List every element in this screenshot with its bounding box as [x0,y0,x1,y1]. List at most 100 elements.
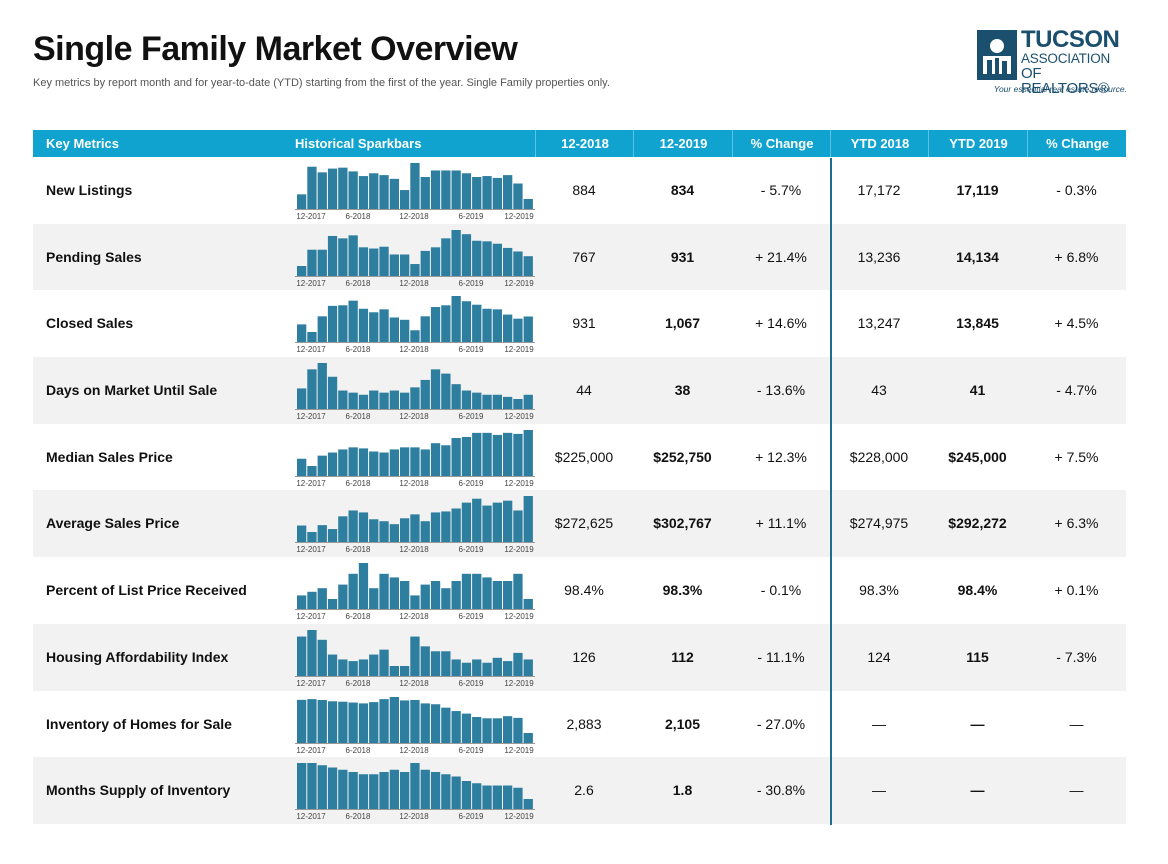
sparkbar [297,194,307,209]
col-header-key-metrics: Key Metrics [46,136,119,151]
cell-ytd-2018: — [872,782,886,799]
sparkbar [327,452,338,476]
sparkbar [410,447,420,476]
sparkbar [472,305,482,343]
col-header-12-2019: 12-2019 [633,130,733,157]
sparkbar [348,772,358,810]
sparkbar [358,176,369,209]
logo-tagline: Your essential real estate resource. [993,84,1127,94]
sparkbar-axis-label: 12-2017 [296,279,326,288]
cell-ytd-2019: 41 [969,382,986,399]
sparkbar [430,442,441,476]
sparkbar [297,324,307,343]
sparkbar [369,701,379,743]
cell-12-2018: 98.4% [564,582,604,599]
sparkbar [461,233,472,276]
sparkbar [441,305,451,343]
sparkbar [430,307,441,343]
sparkbar [441,238,451,276]
cell-ytd-2019: 115 [966,648,989,665]
sparkbar [503,501,513,543]
sparkbar [523,429,533,476]
metric-label: Median Sales Price [46,448,173,465]
sparkbar [503,314,513,343]
col-header-ytd-2018: YTD 2018 [830,130,929,157]
sparkbar [472,659,482,676]
cell-percent-change: - 13.6% [756,382,806,399]
sparkbar-axis-label: 12-2019 [504,746,534,755]
sparkbar [461,301,472,343]
sparkbar [451,437,461,476]
sparkbar-chart: 12-2017 6-2018 12-2018 6-2019 12-2019 [295,624,535,690]
sparkbar-axis-label: 12-2019 [504,612,534,621]
sparkbar [461,173,472,209]
sparkbar [369,519,379,543]
sparkbar [420,584,430,610]
cell-ytd-2018: — [872,715,886,732]
sparkbar [338,769,348,810]
sparkbar [369,451,379,476]
cell-ytd-percent-change: + 6.8% [1054,248,1099,265]
sparkbar [503,581,513,610]
sparkbar [461,573,472,610]
sparkbar [523,732,533,743]
sparkbar-axis-label: 12-2017 [296,479,326,488]
sparkbar [461,662,472,676]
sparkbar-axis-label: 6-2019 [459,279,484,288]
sparkbar [420,449,430,476]
table-row: Inventory of Homes for Sale 12-2017 6-2018… [33,691,1126,758]
sparkbar [420,250,430,276]
sparkbar [307,332,317,343]
sparkbar-axis-label: 12-2019 [504,279,534,288]
sparkbar [461,781,472,810]
sparkbar [410,514,420,543]
sparkbar [410,699,420,743]
sparkbar [492,503,502,543]
sparkbar [451,659,461,676]
table-row: Days on Market Until Sale 12-2017 6-2018 12… [33,357,1126,424]
sparkbar-axis-label: 12-2017 [296,812,326,821]
sparkbar [523,659,533,676]
cell-12-2019: 112 [671,648,694,665]
sparkbar [379,573,389,610]
sparkbar [461,713,472,743]
sparkbar [348,702,358,743]
sparkbar [523,199,533,209]
sparkbar-axis-label: 12-2018 [399,479,429,488]
sparkbar-svg: 12-2017 6-2018 12-2018 6-2019 12-2019 [295,763,535,821]
sparkbar [461,390,472,410]
sparkbar-axis-label: 12-2018 [399,279,429,288]
sparkbar [358,702,369,743]
metric-label: Inventory of Homes for Sale [46,715,232,732]
table-row: Housing Affordability Index 12-2017 6-2018… [33,623,1126,691]
cell-12-2019: 98.3% [662,582,703,599]
table-header: Key Metrics Historical Sparkbars 12-2018… [33,130,1126,157]
sparkbar-axis-label: 6-2018 [346,679,371,688]
page-subtitle: Key metrics by report month and for year… [33,77,610,89]
sparkbar-axis-label: 12-2019 [504,679,534,688]
cell-ytd-2018: 17,172 [857,182,901,198]
sparkbar [369,774,379,810]
sparkbar [307,591,317,610]
sparkbar [482,309,492,343]
sparkbar-chart: 12-2017 6-2018 12-2018 6-2019 12-2019 [295,691,535,757]
metric-label: Percent of List Price Received [46,582,247,599]
sparkbar-axis-label: 12-2018 [399,412,429,421]
sparkbar-chart: 12-2017 6-2018 12-2018 6-2019 12-2019 [295,157,535,223]
sparkbar-axis-label: 12-2019 [504,479,534,488]
sparkbar [317,765,327,810]
sparkbar [492,177,502,209]
sparkbar [400,699,410,743]
sparkbar [503,247,513,276]
sparkbar [348,301,358,343]
sparkbar-axis-label: 6-2018 [346,279,371,288]
sparkbar [369,654,379,676]
cell-ytd-2019: 98.4% [957,582,998,599]
sparkbar [441,373,451,410]
sparkbar [297,699,307,743]
sparkbar-svg: 12-2017 6-2018 12-2018 6-2019 12-2019 [295,563,535,621]
page-title: Single Family Market Overview [33,30,518,68]
cell-12-2018: 2.6 [574,782,594,799]
sparkbar [472,240,482,276]
sparkbar [430,512,441,543]
